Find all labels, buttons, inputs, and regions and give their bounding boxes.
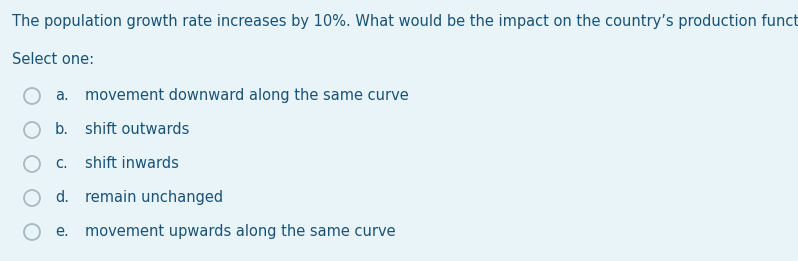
Text: movement upwards along the same curve: movement upwards along the same curve (85, 224, 396, 239)
Text: movement downward along the same curve: movement downward along the same curve (85, 88, 409, 103)
Text: e.: e. (55, 224, 69, 239)
Text: a.: a. (55, 88, 69, 103)
Circle shape (24, 88, 40, 104)
Circle shape (24, 156, 40, 172)
Circle shape (24, 122, 40, 138)
Text: c.: c. (55, 156, 68, 171)
Circle shape (24, 224, 40, 240)
Circle shape (24, 190, 40, 206)
Text: remain unchanged: remain unchanged (85, 190, 223, 205)
Text: d.: d. (55, 190, 69, 205)
Text: shift outwards: shift outwards (85, 122, 189, 137)
Text: shift inwards: shift inwards (85, 156, 179, 171)
Text: The population growth rate increases by 10%. What would be the impact on the cou: The population growth rate increases by … (12, 14, 798, 29)
Text: Select one:: Select one: (12, 52, 94, 67)
Text: b.: b. (55, 122, 69, 137)
